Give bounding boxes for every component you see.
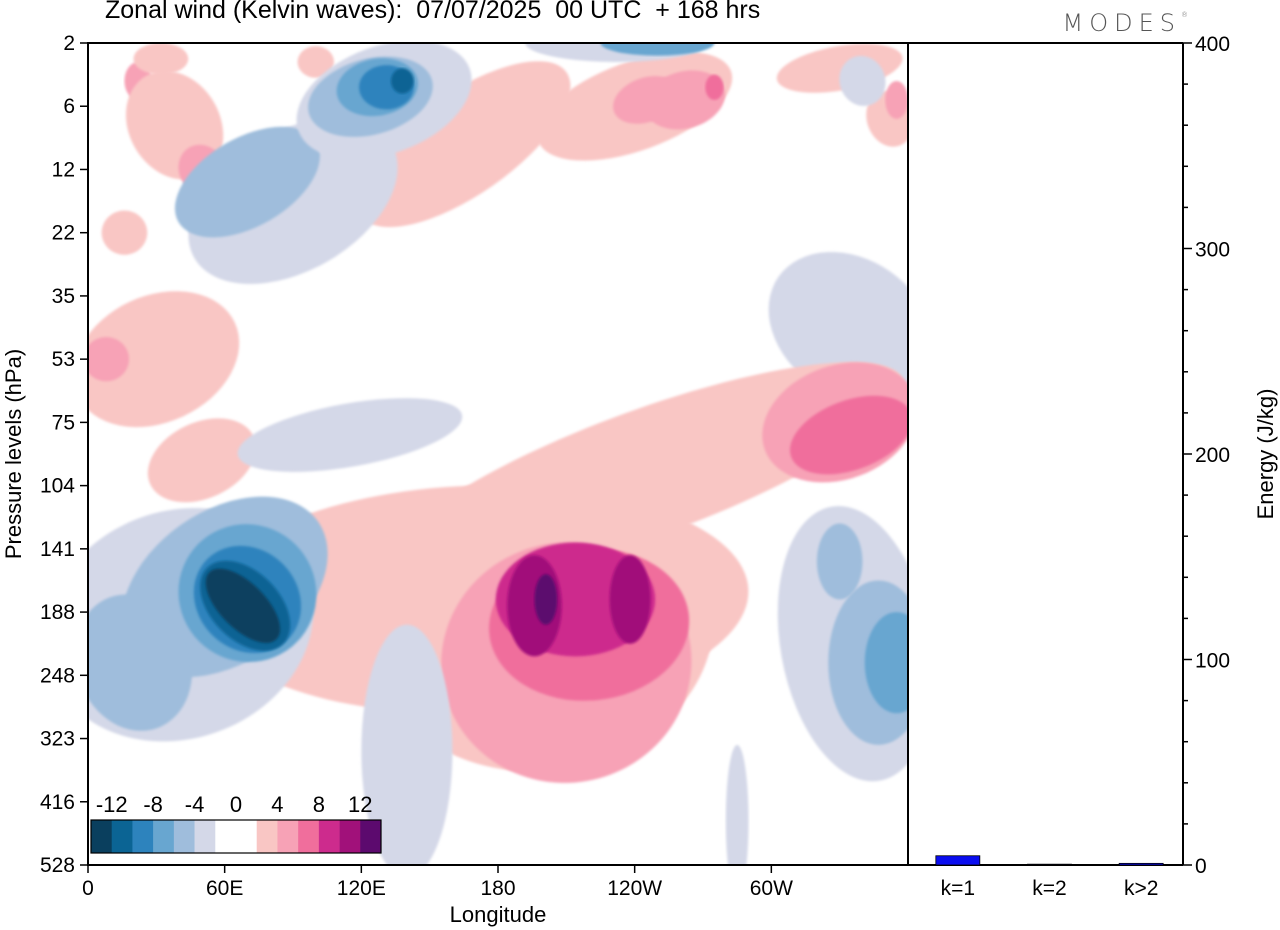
wind-contour-westerly: [101, 210, 148, 255]
x-tick-label: 180: [480, 877, 515, 900]
wind-contour-westerly: [147, 418, 256, 503]
wind-contour-easterly: [816, 523, 863, 600]
y-tick-label: 248: [40, 664, 75, 687]
wind-contour-easterly: [600, 43, 715, 56]
y-tick-label: 416: [40, 791, 75, 814]
colorbar-swatch: [360, 820, 382, 853]
wind-contour-westerly: [88, 337, 129, 382]
x-tick-label: 60W: [750, 877, 793, 900]
x-tick-label: 0: [82, 877, 94, 900]
colorbar-swatch: [111, 820, 133, 853]
y-tick-label: 35: [52, 285, 75, 308]
colorbar-tick-label: -8: [143, 792, 163, 817]
colorbar-swatch: [236, 820, 258, 853]
energy-bar: [935, 855, 981, 866]
colorbar-tick-label: 8: [313, 792, 325, 817]
wind-contour-easterly: [174, 126, 320, 238]
wind-contour-westerly: [297, 46, 334, 78]
wind-contour-westerly: [705, 74, 724, 100]
y-tick-label: 323: [40, 728, 75, 751]
y-tick-label: 53: [52, 348, 75, 371]
wind-contour-westerly: [609, 555, 651, 644]
energy-bar-chart: 0 100 200 300 400 Energy (J/kg) k=1 k=2 k>2: [907, 33, 1278, 900]
wind-contour-westerly: [613, 76, 680, 124]
energy-tick-label: 100: [1195, 650, 1230, 673]
chart-title: Zonal wind (Kelvin waves): 07/07/2025 00…: [105, 0, 761, 24]
energy-category-label: k>2: [1124, 877, 1158, 900]
colorbar-swatch: [153, 820, 175, 853]
colorbar-swatch: [173, 820, 195, 853]
energy-axis-label: Energy (J/kg): [1253, 389, 1278, 520]
wind-contour-easterly: [864, 612, 908, 714]
wind-contour-westerly: [789, 395, 908, 475]
energy-category-label: k=1: [941, 877, 975, 900]
y-tick-label: 188: [40, 601, 75, 624]
wind-contour-easterly: [237, 398, 463, 472]
energy-tick-label: 400: [1195, 33, 1230, 56]
heatmap-field: [88, 43, 908, 865]
colorbar-tick-label: -12: [96, 792, 128, 817]
colorbar-frame: [90, 819, 382, 854]
colorbar-legend: -12 -8 -4 0 4 8 12: [90, 792, 382, 854]
colorbar-swatch: [339, 820, 361, 853]
energy-bar: [1118, 862, 1164, 866]
x-tick-label: 120E: [337, 877, 386, 900]
wind-contour-westerly: [88, 291, 240, 428]
colorbar-swatch: [132, 820, 154, 853]
wind-contour-easterly: [725, 744, 749, 865]
wind-contour-easterly: [361, 624, 453, 865]
y-tick-label: 528: [40, 854, 75, 877]
y-tick-label: 2: [63, 32, 75, 55]
colorbar-swatch: [215, 820, 237, 853]
y-tick-label: 6: [63, 95, 75, 118]
energy-bar: [1027, 863, 1072, 866]
y-tick-label: 75: [52, 411, 75, 434]
wind-contour-easterly: [839, 55, 886, 106]
wind-contour-westerly: [357, 61, 571, 228]
wind-contour-westerly: [133, 43, 189, 75]
x-axis-label: Longitude: [450, 902, 547, 927]
colorbar-tick-label: -4: [185, 792, 205, 817]
colorbar-tick-label: 0: [230, 792, 242, 817]
brand-logo: MODES®: [1062, 9, 1188, 37]
y-tick-label: 104: [40, 475, 75, 498]
wind-contour-easterly: [390, 68, 414, 94]
wind-contour-westerly: [885, 80, 908, 119]
y-tick-label: 141: [40, 538, 75, 561]
energy-tick-label: 200: [1195, 444, 1230, 467]
colorbar-tick-label: 12: [348, 792, 372, 817]
y-axis-label: Pressure levels (hPa): [1, 349, 26, 559]
x-tick-label: 120W: [607, 877, 662, 900]
energy-category-label: k=2: [1032, 877, 1066, 900]
colorbar-swatch: [256, 820, 278, 853]
colorbar-swatch: [194, 820, 216, 853]
x-tick-label: 60E: [206, 877, 243, 900]
colorbar-swatch: [91, 820, 113, 853]
energy-tick-label: 0: [1195, 855, 1207, 878]
y-tick-label: 12: [52, 158, 75, 181]
colorbar-swatch: [298, 820, 320, 853]
wind-contour-easterly: [205, 568, 281, 643]
colorbar-tick-label: 4: [271, 792, 283, 817]
energy-tick-label: 300: [1195, 239, 1230, 262]
y-tick-label: 22: [52, 222, 75, 245]
wind-contour-westerly: [534, 574, 558, 625]
wind-contour-easterly: [88, 594, 193, 731]
colorbar-swatch: [277, 820, 299, 853]
colorbar-swatch: [318, 820, 340, 853]
